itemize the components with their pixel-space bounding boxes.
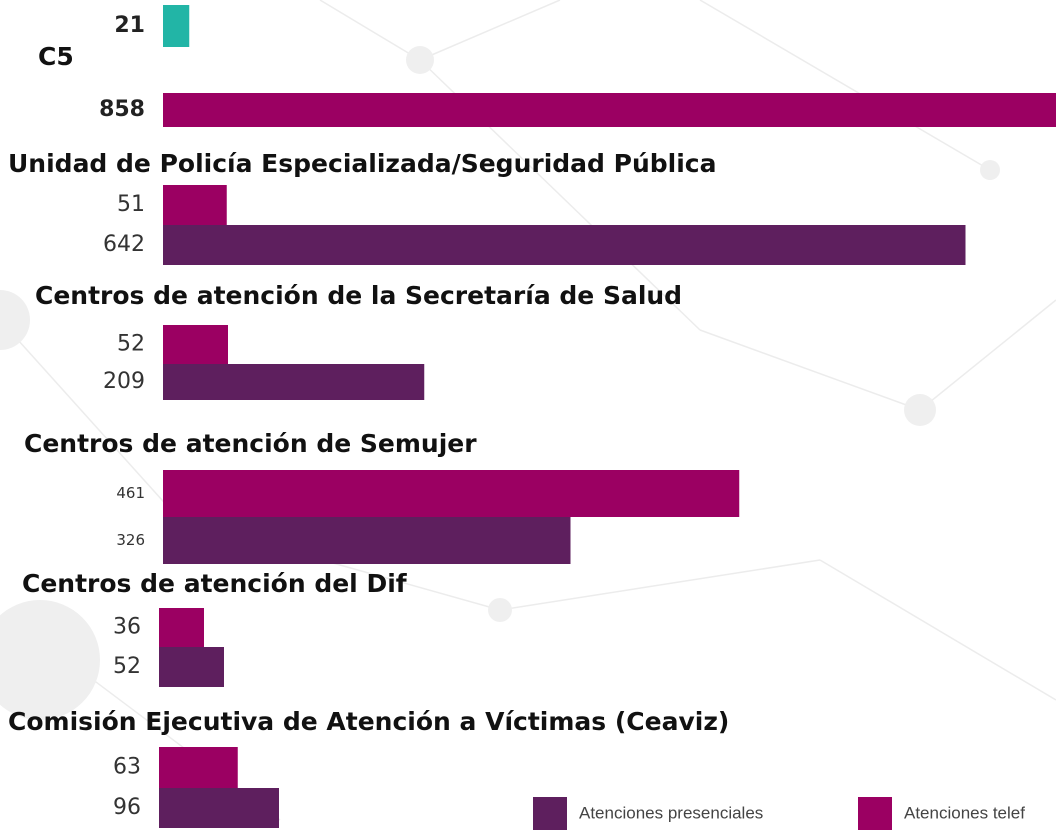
group-title: Centros de atención de Semujer — [24, 429, 477, 458]
group-title: Comisión Ejecutiva de Atención a Víctima… — [8, 707, 729, 736]
bar — [163, 517, 571, 564]
bar-value-label: 51 — [117, 192, 145, 217]
legend-swatch — [533, 797, 567, 830]
bar-value-label: 63 — [113, 755, 141, 780]
legend-label: Atenciones telef — [904, 803, 1025, 822]
legend-swatch — [858, 797, 892, 830]
bar — [159, 647, 224, 687]
bar — [159, 608, 204, 647]
bar-value-label: 52 — [117, 332, 145, 357]
group-title: Centros de atención de la Secretaría de … — [35, 281, 682, 310]
group-title: C5 — [38, 42, 74, 71]
bar-value-label: 52 — [113, 654, 141, 679]
bar — [163, 364, 425, 400]
bar-value-label: 21 — [114, 13, 145, 38]
bar-value-label: 326 — [116, 531, 145, 549]
bar — [163, 225, 966, 265]
group-title: Unidad de Policía Especializada/Segurida… — [8, 149, 716, 178]
bar — [159, 788, 279, 828]
bar-value-label: 858 — [99, 97, 145, 122]
bar-value-label: 96 — [113, 795, 141, 820]
legend-label: Atenciones presenciales — [579, 803, 763, 822]
bar — [163, 470, 740, 517]
bar — [163, 325, 228, 364]
bar-value-label: 642 — [103, 232, 145, 257]
bar — [163, 185, 227, 225]
bar — [163, 93, 1056, 127]
bar — [163, 5, 190, 47]
bar-value-label: 461 — [116, 484, 145, 502]
group-title: Centros de atención del Dif — [22, 569, 408, 598]
bar-value-label: 36 — [113, 615, 141, 640]
bar-value-label: 209 — [103, 369, 145, 394]
bar — [159, 747, 238, 788]
